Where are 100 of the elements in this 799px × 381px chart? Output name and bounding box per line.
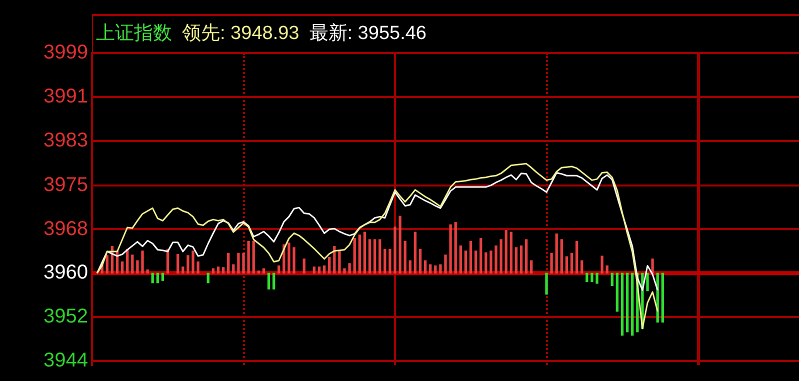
- bar: [620, 272, 624, 336]
- bar: [222, 267, 225, 274]
- bar: [429, 264, 432, 274]
- bar: [459, 245, 462, 274]
- bar: [520, 245, 523, 274]
- chart-title: 上证指数: [96, 22, 172, 46]
- y-tick-label: 3999: [44, 42, 88, 64]
- bar: [292, 247, 296, 274]
- bar: [616, 272, 619, 312]
- bar: [247, 240, 250, 274]
- y-tick-label: 3952: [44, 306, 88, 328]
- bar: [322, 265, 326, 274]
- bar: [288, 242, 290, 274]
- bar: [661, 272, 664, 323]
- bar: [504, 230, 508, 274]
- bar: [368, 239, 372, 274]
- bar: [141, 250, 144, 274]
- bar: [131, 254, 134, 274]
- bar: [606, 265, 608, 274]
- bar: [555, 233, 558, 274]
- bar: [530, 260, 533, 274]
- bar: [216, 266, 220, 274]
- bar: [464, 250, 468, 274]
- y-tick-label: 3944: [44, 350, 88, 372]
- bar: [302, 258, 306, 274]
- bar: [343, 268, 346, 274]
- bar: [156, 272, 159, 284]
- bar: [545, 272, 548, 295]
- bar: [404, 240, 406, 274]
- bar: [237, 252, 240, 274]
- bar: [575, 240, 578, 274]
- bar: [353, 238, 356, 274]
- bar: [651, 258, 654, 274]
- bar: [272, 272, 276, 290]
- bar: [550, 252, 553, 274]
- bar: [252, 240, 255, 274]
- y-tick-label: 3960: [44, 262, 88, 284]
- bar: [524, 239, 528, 274]
- bar: [449, 224, 452, 274]
- bar: [570, 252, 574, 274]
- bar: [494, 245, 498, 274]
- bar: [590, 272, 594, 282]
- bar: [312, 266, 316, 274]
- bar: [318, 266, 321, 274]
- bar: [560, 239, 563, 274]
- bar: [232, 264, 235, 274]
- bar: [646, 272, 649, 292]
- bar: [161, 272, 164, 281]
- bar: [151, 272, 154, 284]
- bar: [106, 255, 108, 274]
- bar: [480, 238, 482, 274]
- bar: [136, 260, 139, 274]
- bar: [176, 254, 180, 274]
- bar: [146, 269, 149, 274]
- bar: [394, 226, 396, 274]
- bar: [424, 260, 427, 274]
- text: 最新: 3955.46: [309, 22, 426, 46]
- bar: [358, 234, 361, 274]
- bar: [500, 239, 502, 274]
- bar: [186, 255, 190, 274]
- bar: [196, 261, 200, 274]
- bar: [278, 265, 280, 274]
- bar: [469, 240, 472, 274]
- bar: [484, 252, 488, 274]
- bar: [398, 216, 402, 274]
- bar: [120, 261, 124, 274]
- bar: [580, 260, 584, 274]
- bar: [242, 252, 245, 274]
- bar: [192, 250, 194, 274]
- y-tick-label: 3968: [44, 218, 88, 240]
- bar: [182, 266, 184, 274]
- bar: [434, 265, 437, 274]
- bar: [586, 272, 588, 282]
- y-tick-label: 3991: [44, 85, 88, 108]
- bar: [363, 232, 366, 274]
- bar: [596, 272, 598, 284]
- text: 领先: 3948.93: [182, 22, 300, 46]
- bar: [338, 250, 341, 274]
- bar: [510, 232, 512, 274]
- y-tick-label: 3983: [44, 129, 88, 152]
- y-tick-label: 3975: [44, 174, 88, 196]
- bar: [257, 270, 260, 274]
- bar: [565, 256, 568, 274]
- bar: [514, 247, 518, 274]
- bar: [408, 260, 412, 274]
- bar: [414, 232, 417, 274]
- bar: [388, 248, 392, 274]
- bar: [444, 254, 447, 274]
- bar: [378, 239, 382, 274]
- bar: [626, 272, 629, 332]
- bar: [348, 263, 351, 274]
- bar: [206, 272, 210, 284]
- bar: [328, 256, 331, 274]
- bar: [267, 272, 270, 290]
- bar: [373, 239, 376, 274]
- bar: [600, 256, 604, 274]
- bar: [384, 248, 386, 274]
- bar: [439, 264, 442, 274]
- bar: [418, 248, 422, 274]
- bar: [227, 252, 230, 274]
